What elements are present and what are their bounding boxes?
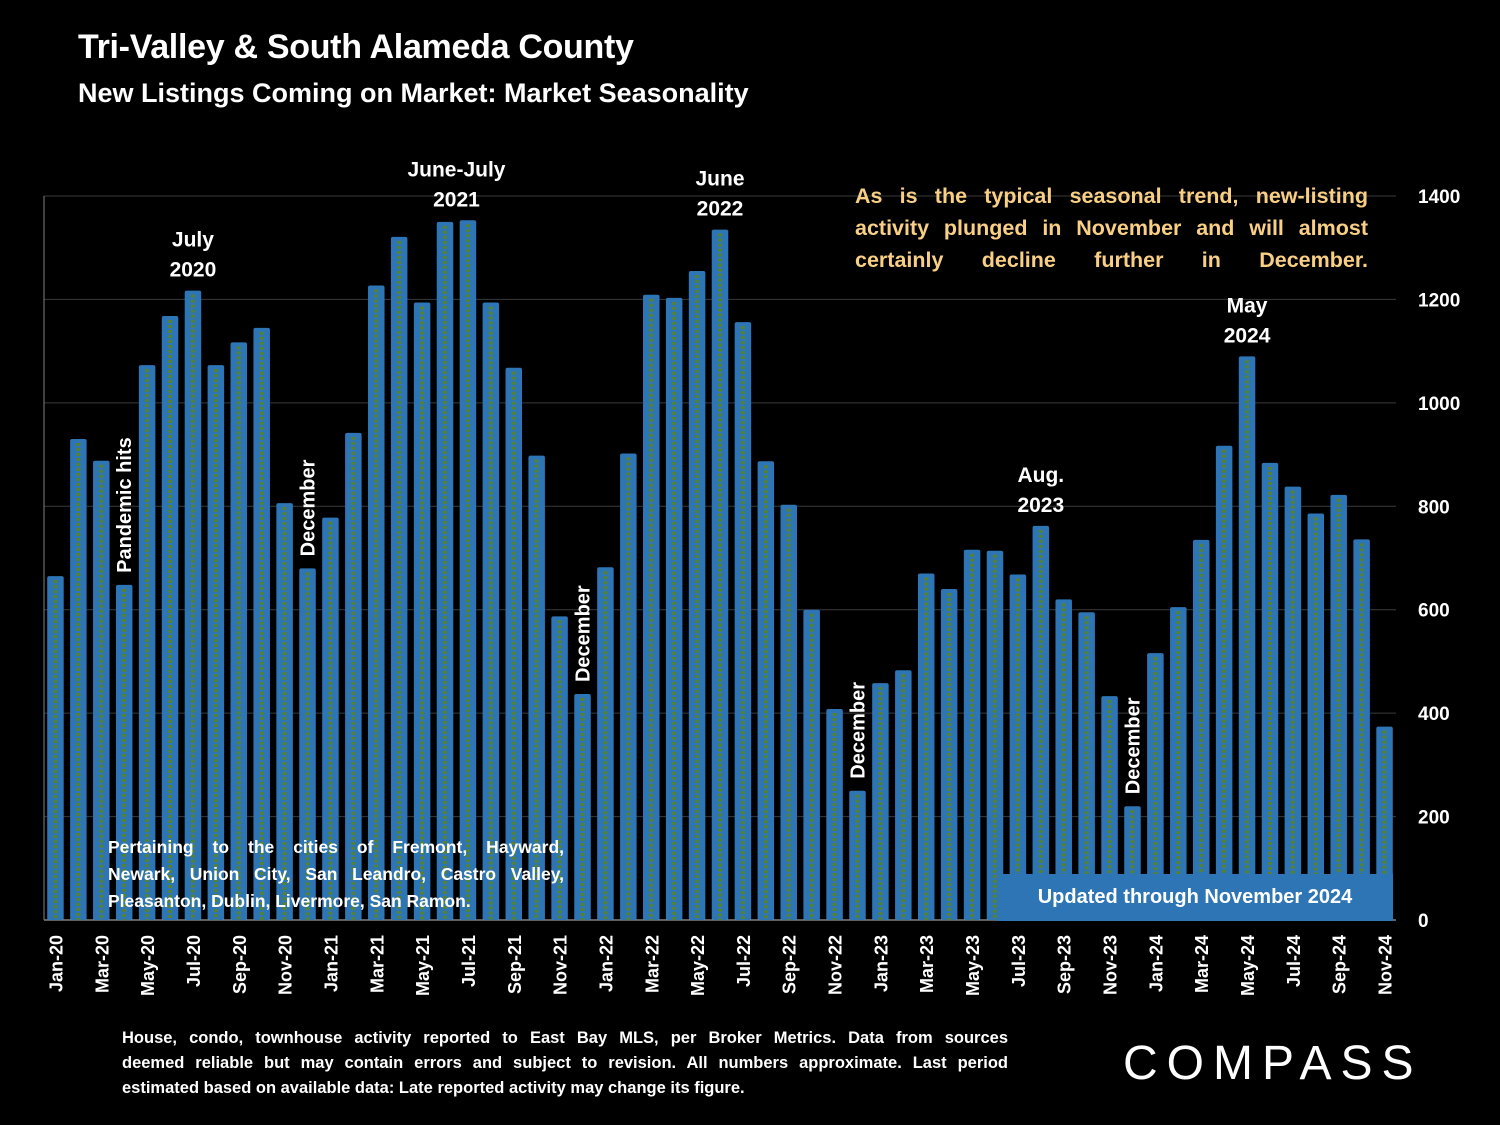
annotation-label: December: [847, 682, 869, 779]
cities-note: Pertaining to the cities of Fremont, Hay…: [108, 834, 564, 915]
annotation-label: July: [172, 229, 214, 252]
bar: [1261, 462, 1279, 920]
bar: [1307, 513, 1325, 920]
footnote-line: House, condo, townhouse activity reporte…: [122, 1029, 1008, 1047]
x-tick-label: May-21: [413, 935, 433, 996]
bar: [917, 573, 935, 920]
y-tick-label: 1400: [1418, 187, 1460, 208]
bar: [1147, 653, 1164, 920]
bar: [115, 584, 133, 920]
cities-note-line: Pertaining to the cities of Fremont, Hay…: [108, 837, 564, 857]
bar: [368, 285, 385, 921]
y-tick-label: 400: [1418, 704, 1450, 725]
bar: [138, 365, 156, 920]
x-tick-label: May-24: [1238, 935, 1258, 996]
y-tick-label: 1000: [1418, 394, 1460, 415]
annotation-label: 2021: [433, 188, 480, 211]
x-tick-label: May-20: [138, 935, 158, 996]
x-tick-label: Nov-23: [1101, 935, 1121, 995]
x-tick-label: Jul-22: [734, 935, 754, 987]
annotation-label: December: [298, 459, 320, 556]
cities-note-line: Pleasanton, Dublin, Livermore, San Ramon…: [108, 891, 471, 911]
x-tick-label: Jan-20: [46, 935, 66, 992]
annotation-label: Pandemic hits: [114, 437, 136, 573]
x-tick-label: Nov-20: [276, 935, 296, 995]
x-tick-label: Mar-22: [642, 935, 662, 993]
y-tick-label: 0: [1418, 911, 1429, 932]
bar: [574, 694, 591, 920]
y-tick-label: 800: [1418, 497, 1450, 518]
bar: [345, 432, 362, 920]
bar: [482, 302, 500, 920]
x-tick-label: Mar-23: [917, 935, 937, 993]
chart-title: Tri-Valley & South Alameda County: [78, 28, 634, 66]
bar: [1215, 445, 1233, 920]
annotation-label: 2020: [170, 259, 217, 282]
y-tick-label: 200: [1418, 808, 1450, 829]
x-tick-label: Nov-24: [1376, 935, 1396, 995]
x-tick-label: Jan-21: [321, 935, 341, 992]
compass-logo: COMPASS: [1123, 1037, 1423, 1090]
bar: [872, 683, 889, 920]
x-tick-label: Jan-22: [596, 935, 616, 992]
y-tick-label: 600: [1418, 601, 1450, 622]
annotation-label: June-July: [407, 158, 505, 181]
bar: [780, 504, 797, 920]
cities-note-line: Newark, Union City, San Leandro, Castro …: [108, 864, 564, 884]
bar: [643, 294, 660, 920]
bar: [1032, 525, 1050, 920]
bar: [161, 315, 179, 920]
x-tick-label: Mar-24: [1192, 935, 1212, 993]
footnote-line: estimated based on available data: Late …: [122, 1079, 745, 1097]
annotation-label: 2024: [1224, 324, 1271, 347]
x-tick-label: Sep-22: [780, 935, 800, 994]
x-tick-label: Sep-23: [1055, 935, 1075, 994]
annotation-label: December: [1122, 697, 1144, 794]
bar: [1078, 612, 1095, 920]
x-tick-label: Nov-21: [551, 935, 571, 995]
bar: [207, 365, 225, 920]
x-tick-label: Jan-23: [871, 935, 891, 992]
x-tick-label: Sep-21: [505, 935, 525, 994]
annotation-label: Aug.: [1017, 464, 1064, 487]
annotation-label: 2023: [1017, 494, 1064, 517]
bar: [413, 302, 431, 920]
bar: [230, 342, 248, 920]
x-tick-label: Jul-20: [184, 935, 204, 987]
x-tick-label: Jan-24: [1146, 935, 1166, 992]
seasonal-trend-callout: As is the typical seasonal trend, new-li…: [855, 180, 1368, 276]
bar: [1009, 574, 1027, 920]
updated-badge: Updated through November 2024: [997, 874, 1393, 921]
annotation-label: 2022: [697, 198, 744, 221]
callout-line: certainly decline further in December.: [855, 248, 1368, 272]
y-tick-label: 1200: [1418, 290, 1460, 311]
bar: [276, 503, 293, 920]
annotation-label: May: [1227, 294, 1268, 317]
bar: [1330, 494, 1347, 920]
callout-line: activity plunged in November and will al…: [855, 216, 1368, 240]
x-tick-label: Jul-24: [1284, 935, 1304, 987]
x-tick-label: Sep-24: [1330, 935, 1350, 994]
bar: [528, 455, 545, 920]
footnote-line: deemed reliable but may contain errors a…: [122, 1054, 1008, 1072]
x-tick-label: Nov-22: [826, 935, 846, 995]
x-tick-label: May-23: [963, 935, 983, 996]
annotation-label: June: [695, 168, 744, 191]
bar: [734, 322, 752, 920]
chart-subtitle: New Listings Coming on Market: Market Se…: [78, 78, 749, 108]
x-tick-label: Mar-21: [367, 935, 387, 993]
x-tick-label: Sep-20: [230, 935, 250, 994]
bar: [620, 453, 637, 920]
source-footnote: House, condo, townhouse activity reporte…: [122, 1026, 1008, 1101]
x-tick-label: May-22: [688, 935, 708, 996]
x-tick-label: Jul-23: [1009, 935, 1029, 987]
callout-line: As is the typical seasonal trend, new-li…: [855, 184, 1368, 208]
annotation-label: December: [573, 585, 595, 682]
x-tick-label: Mar-20: [92, 935, 112, 993]
x-tick-label: Jul-21: [459, 935, 479, 987]
